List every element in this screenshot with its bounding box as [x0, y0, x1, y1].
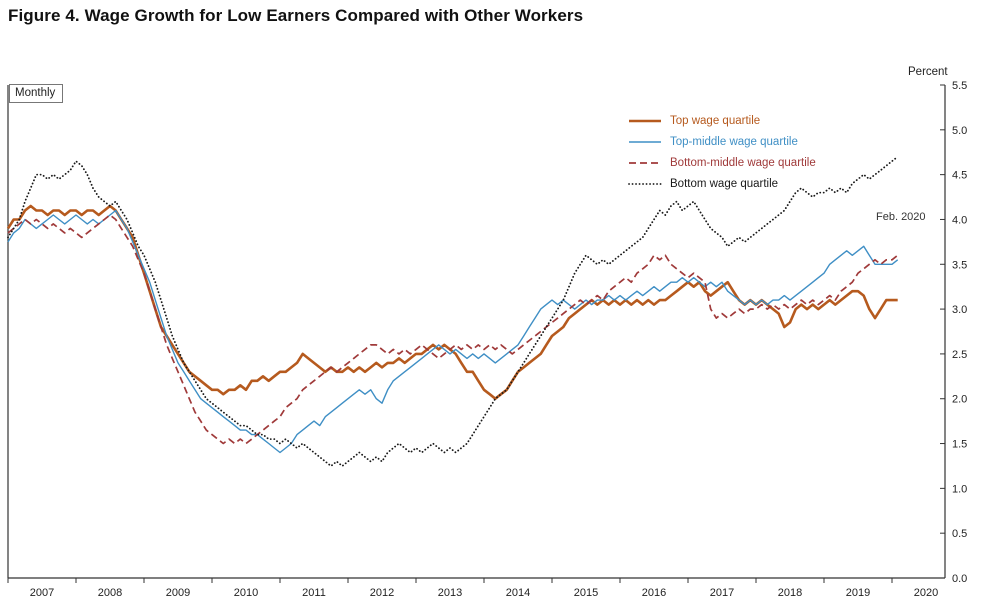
y-tick-label: 2.5 — [952, 349, 967, 361]
legend-line-sample — [628, 182, 662, 185]
frequency-label: Monthly — [9, 84, 64, 103]
x-tick-label: 2015 — [574, 587, 598, 599]
legend-line-sample — [629, 161, 661, 164]
legend-line-sample — [629, 140, 661, 143]
y-tick-label: 0.0 — [952, 573, 967, 585]
series-line-top-middle-wage-quartile — [7, 209, 899, 454]
x-tick-label: 2007 — [30, 587, 54, 599]
y-tick-label: 2.0 — [952, 394, 967, 406]
x-tick-label: 2016 — [642, 587, 666, 599]
x-tick-label: 2010 — [234, 587, 258, 599]
y-tick-label: 1.5 — [952, 439, 967, 451]
x-tick-label: 2011 — [302, 587, 326, 599]
legend-label: Top-middle wage quartile — [670, 135, 798, 148]
y-tick-label: 5.0 — [952, 125, 967, 137]
x-tick-label: 2012 — [370, 587, 394, 599]
y-tick-label: 3.0 — [952, 304, 967, 316]
x-tick-label: 2017 — [710, 587, 734, 599]
legend-label: Bottom wage quartile — [670, 177, 779, 190]
x-tick-label: 2019 — [846, 587, 870, 599]
figure-title: Figure 4. Wage Growth for Low Earners Co… — [8, 6, 584, 25]
x-tick-label: 2009 — [166, 587, 190, 599]
legend-item-bottom-wage-quartile: Bottom wage quartile — [628, 173, 816, 194]
x-tick-label: 2008 — [98, 587, 122, 599]
legend: Top wage quartile Top-middle wage quartil… — [628, 110, 816, 194]
y-tick-label: 0.5 — [952, 528, 967, 540]
x-tick-label: 2018 — [778, 587, 802, 599]
y-tick-label: 5.5 — [952, 80, 967, 92]
legend-label: Bottom-middle wage quartile — [670, 156, 816, 169]
legend-item-top-middle-wage-quartile: Top-middle wage quartile — [628, 131, 816, 152]
y-tick-label: 4.5 — [952, 170, 967, 182]
x-tick-label: 2014 — [506, 587, 530, 599]
x-tick-label: 2013 — [438, 587, 462, 599]
legend-item-top-wage-quartile: Top wage quartile — [628, 110, 816, 131]
y-tick-label: 3.5 — [952, 259, 967, 271]
y-tick-label: 4.0 — [952, 214, 967, 226]
series-line-bottom-middle-wage-quartile — [7, 214, 899, 445]
x-tick-label: 2020 — [914, 587, 938, 599]
legend-item-bottom-middle-wage-quartile: Bottom-middle wage quartile — [628, 152, 816, 173]
annotation-last-observation: Feb. 2020 — [876, 211, 926, 223]
unit-label: Percent — [908, 66, 948, 78]
series-line-bottom-wage-quartile — [7, 155, 899, 467]
legend-line-sample — [629, 119, 661, 122]
legend-label: Top wage quartile — [670, 114, 761, 127]
y-tick-label: 1.0 — [952, 483, 967, 495]
